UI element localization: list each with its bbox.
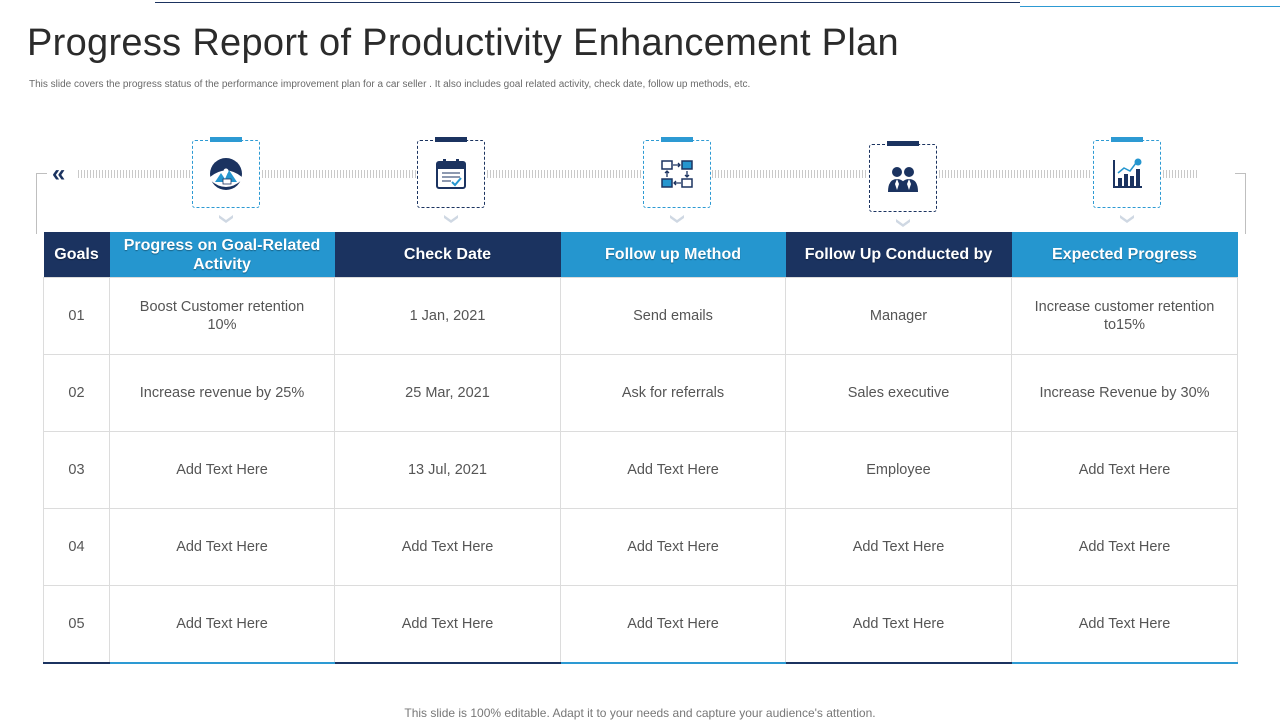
follow-up-method: Add Text Here bbox=[560, 508, 786, 586]
double-chevron-left-icon: « bbox=[52, 160, 66, 187]
timeline-rail bbox=[1163, 170, 1197, 178]
table-row: 05 Add Text Here Add Text Here Add Text … bbox=[43, 585, 1238, 664]
top-accent-line-light bbox=[1020, 6, 1280, 7]
timeline-bracket-right bbox=[1235, 173, 1246, 234]
goal-activity: Increase revenue by 25% bbox=[109, 354, 335, 432]
goal-activity: Add Text Here bbox=[109, 431, 335, 509]
growth-chart-icon bbox=[1113, 158, 1142, 188]
check-date: Add Text Here bbox=[334, 508, 561, 586]
goal-number: 02 bbox=[43, 354, 110, 432]
header-check-date: Check Date bbox=[334, 232, 561, 278]
timeline-rail bbox=[939, 170, 1092, 178]
calendar-icon bbox=[436, 159, 466, 189]
table-row: 03 Add Text Here 13 Jul, 2021 Add Text H… bbox=[43, 431, 1238, 509]
goal-number: 03 bbox=[43, 431, 110, 509]
timeline-node-conducted-by bbox=[869, 141, 937, 227]
timeline-bracket-left bbox=[36, 173, 47, 234]
header-conducted-by: Follow Up Conducted by bbox=[785, 232, 1012, 278]
progress-table: Goals Progress on Goal-Related Activity … bbox=[43, 232, 1238, 664]
header-goals: Goals bbox=[43, 232, 110, 278]
page-title: Progress Report of Productivity Enhancem… bbox=[27, 22, 899, 64]
timeline-rail bbox=[78, 170, 191, 178]
top-accent-line-dark bbox=[155, 2, 1020, 3]
timeline-rail bbox=[262, 170, 416, 178]
goal-activity: Boost Customer retention 10% bbox=[109, 277, 335, 355]
timeline-node-goals bbox=[192, 137, 260, 223]
footer-note: This slide is 100% editable. Adapt it to… bbox=[404, 706, 876, 720]
follow-up-method: Send emails bbox=[560, 277, 786, 355]
goal-activity: Add Text Here bbox=[109, 508, 335, 586]
table-header-row: Goals Progress on Goal-Related Activity … bbox=[43, 232, 1238, 278]
timeline-node-expected-progress bbox=[1093, 137, 1161, 223]
conducted-by: Add Text Here bbox=[785, 508, 1012, 586]
expected-progress: Increase customer retention to15% bbox=[1011, 277, 1238, 355]
check-date: 25 Mar, 2021 bbox=[334, 354, 561, 432]
header-progress: Progress on Goal-Related Activity bbox=[109, 232, 335, 278]
conducted-by: Employee bbox=[785, 431, 1012, 509]
timeline-rail bbox=[487, 170, 642, 178]
header-follow-up-method: Follow up Method bbox=[560, 232, 786, 278]
conducted-by: Manager bbox=[785, 277, 1012, 355]
table-row: 04 Add Text Here Add Text Here Add Text … bbox=[43, 508, 1238, 586]
conducted-by: Sales executive bbox=[785, 354, 1012, 432]
header-expected-progress: Expected Progress bbox=[1011, 232, 1238, 278]
follow-up-method: Add Text Here bbox=[560, 431, 786, 509]
expected-progress: Add Text Here bbox=[1011, 431, 1238, 509]
follow-up-method: Ask for referrals bbox=[560, 354, 786, 432]
goal-number: 01 bbox=[43, 277, 110, 355]
goal-number: 05 bbox=[43, 585, 110, 664]
goal-mountain-icon bbox=[210, 158, 242, 190]
timeline-node-check-date bbox=[417, 137, 485, 223]
check-date: Add Text Here bbox=[334, 585, 561, 664]
expected-progress: Add Text Here bbox=[1011, 585, 1238, 664]
team-icon bbox=[888, 167, 918, 192]
goal-number: 04 bbox=[43, 508, 110, 586]
conducted-by: Add Text Here bbox=[785, 585, 1012, 664]
flow-diagram-icon bbox=[661, 160, 693, 188]
expected-progress: Add Text Here bbox=[1011, 508, 1238, 586]
check-date: 13 Jul, 2021 bbox=[334, 431, 561, 509]
timeline-node-follow-up-method bbox=[643, 137, 711, 223]
expected-progress: Increase Revenue by 30% bbox=[1011, 354, 1238, 432]
page-subtitle: This slide covers the progress status of… bbox=[29, 79, 751, 90]
check-date: 1 Jan, 2021 bbox=[334, 277, 561, 355]
table-row: 02 Increase revenue by 25% 25 Mar, 2021 … bbox=[43, 354, 1238, 432]
table-row: 01 Boost Customer retention 10% 1 Jan, 2… bbox=[43, 277, 1238, 355]
timeline-rail bbox=[712, 170, 868, 178]
goal-activity: Add Text Here bbox=[109, 585, 335, 664]
follow-up-method: Add Text Here bbox=[560, 585, 786, 664]
